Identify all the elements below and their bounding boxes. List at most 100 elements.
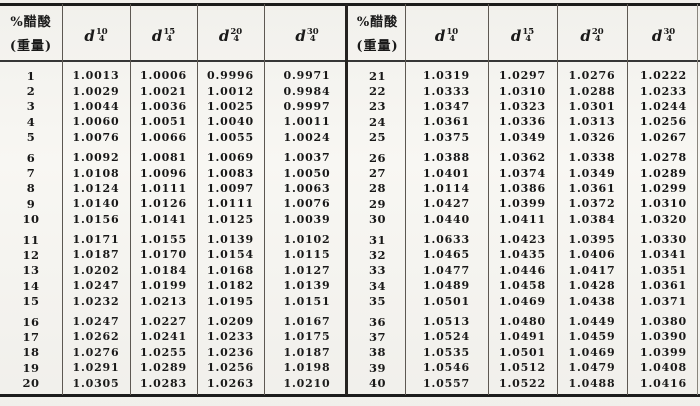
density-value-cell: 1.0427	[423, 197, 470, 211]
density-value-cell: 1.0013	[72, 69, 120, 83]
table-row: 5 1.0076 1.0066 1.0055 1.0024	[0, 130, 350, 145]
density-value-cell: 1.0202	[72, 263, 120, 277]
pct-cell: 12	[22, 247, 40, 262]
density-value-cell: 1.0479	[568, 361, 616, 375]
density-value-cell: 1.0182	[207, 279, 254, 293]
pct-column-header: %醋酸 (重量)	[350, 11, 405, 59]
density-value-cell: 1.0408	[640, 361, 687, 375]
pct-cell: 4	[26, 114, 36, 129]
table-row: 17 1.0262 1.0241 1.0233 1.0175	[0, 329, 350, 344]
d-symbol: d	[510, 26, 522, 45]
d-superscript: 20	[230, 26, 243, 37]
density-value-cell: 1.0374	[499, 166, 546, 180]
density-value-cell: 1.0361	[423, 115, 470, 129]
density-value-cell: 1.0069	[207, 151, 254, 165]
d-subscript: 4	[309, 33, 316, 44]
pct-cell: 22	[368, 84, 386, 99]
density-value-cell: 1.0037	[283, 151, 331, 165]
pct-column-header: %醋酸 (重量)	[0, 11, 62, 59]
density-value-cell: 1.0139	[283, 279, 331, 293]
density-value-cell: 1.0114	[423, 181, 470, 195]
row-group: 11 1.0171 1.0155 1.0139 1.0102 12 1.0187 1.0170…	[0, 232, 350, 309]
density-value-cell: 1.0097	[207, 181, 254, 195]
density-value-cell: 1.0247	[72, 279, 120, 293]
density-value-cell: 1.0233	[640, 84, 687, 98]
density-value-cell: 1.0477	[423, 263, 470, 277]
row-group: 6 1.0092 1.0081 1.0069 1.0037 7 1.0108 1.0096 1.…	[0, 150, 350, 227]
pct-cell: 25	[368, 130, 386, 145]
table-row: 20 1.0305 1.0283 1.0263 1.0210	[0, 375, 350, 390]
density-value-cell: 1.0633	[423, 233, 470, 247]
density-value-cell: 1.0326	[568, 130, 616, 144]
density-value-cell: 1.0210	[283, 376, 331, 390]
table-row: 15 1.0232 1.0213 1.0195 1.0151	[0, 293, 350, 308]
density-value-cell: 1.0347	[423, 99, 470, 113]
density-value-cell: 1.0083	[207, 166, 254, 180]
density-value-cell: 1.0395	[568, 233, 616, 247]
density-value-cell: 1.0039	[283, 212, 331, 226]
density-value-cell: 1.0351	[640, 263, 687, 277]
pct-cell: 8	[26, 181, 36, 196]
density-value-cell: 0.9996	[207, 69, 254, 83]
density-header-d30: d 30 4	[264, 26, 350, 45]
density-value-cell: 1.0289	[140, 361, 187, 375]
pct-cell: 38	[368, 345, 386, 360]
density-value-cell: 1.0247	[72, 315, 120, 329]
density-value-cell: 1.0330	[640, 233, 687, 247]
pct-cell: 34	[368, 278, 386, 293]
pct-cell: 3	[26, 99, 36, 114]
pct-cell: 14	[22, 278, 40, 293]
density-value-cell: 1.0283	[140, 376, 187, 390]
table-row: 2 1.0029 1.0021 1.0012 0.9984	[0, 83, 350, 98]
table-row: 13 1.0202 1.0184 1.0168 1.0127	[0, 263, 350, 278]
density-value-cell: 1.0156	[72, 212, 120, 226]
pct-cell: 31	[368, 232, 386, 247]
density-value-cell: 1.0333	[423, 84, 470, 98]
density-value-cell: 1.0141	[140, 212, 187, 226]
table-row: 23 1.0347 1.0323 1.0301 1.0244	[350, 99, 700, 114]
density-value-cell: 1.0111	[140, 181, 187, 195]
d-symbol: d	[218, 26, 230, 45]
pct-cell: 29	[368, 196, 386, 211]
pct-header-line1: %醋酸	[356, 15, 399, 30]
d-symbol: d	[651, 26, 663, 45]
table-row: 19 1.0291 1.0289 1.0256 1.0198	[0, 360, 350, 375]
pct-cell: 2	[26, 84, 36, 99]
table-row: 3 1.0044 1.0036 1.0025 0.9997	[0, 99, 350, 114]
density-value-cell: 1.0488	[568, 376, 616, 390]
density-header-d15: d 15 4	[488, 26, 557, 45]
table-right-border	[697, 4, 698, 395]
table-row: 39 1.0546 1.0512 1.0479 1.0408	[350, 360, 700, 375]
density-value-cell: 1.0341	[640, 248, 687, 262]
density-value-cell: 1.0513	[423, 315, 470, 329]
density-value-cell: 1.0446	[499, 263, 546, 277]
d-subscript: 4	[166, 33, 173, 44]
density-value-cell: 1.0501	[423, 294, 470, 308]
density-value-cell: 1.0126	[140, 197, 187, 211]
density-value-cell: 1.0291	[72, 361, 120, 375]
density-value-cell: 1.0256	[640, 115, 687, 129]
density-value-cell: 1.0338	[568, 151, 616, 165]
density-value-cell: 1.0491	[499, 330, 546, 344]
density-value-cell: 1.0458	[499, 279, 546, 293]
pct-header-line2: (重量)	[9, 39, 53, 54]
table-bottom-border	[0, 394, 700, 397]
density-value-cell: 1.0524	[423, 330, 470, 344]
density-value-cell: 1.0222	[640, 69, 687, 83]
density-value-cell: 1.0262	[72, 330, 120, 344]
density-value-cell: 1.0423	[499, 233, 546, 247]
density-value-cell: 1.0063	[283, 181, 331, 195]
density-value-cell: 1.0323	[499, 99, 546, 113]
density-header-d20: d 20 4	[557, 26, 627, 45]
density-value-cell: 1.0371	[640, 294, 687, 308]
table-row: 31 1.0633 1.0423 1.0395 1.0330	[350, 232, 700, 247]
density-value-cell: 1.0469	[499, 294, 546, 308]
table-row: 29 1.0427 1.0399 1.0372 1.0310	[350, 196, 700, 211]
density-value-cell: 1.0557	[423, 376, 470, 390]
table-row: 9 1.0140 1.0126 1.0111 1.0076	[0, 196, 350, 211]
table-row: 24 1.0361 1.0336 1.0313 1.0256	[350, 114, 700, 129]
row-group: 36 1.0513 1.0480 1.0449 1.0380 37 1.0524 1.0491…	[350, 314, 700, 391]
density-value-cell: 1.0154	[207, 248, 254, 262]
density-value-cell: 1.0055	[207, 130, 254, 144]
